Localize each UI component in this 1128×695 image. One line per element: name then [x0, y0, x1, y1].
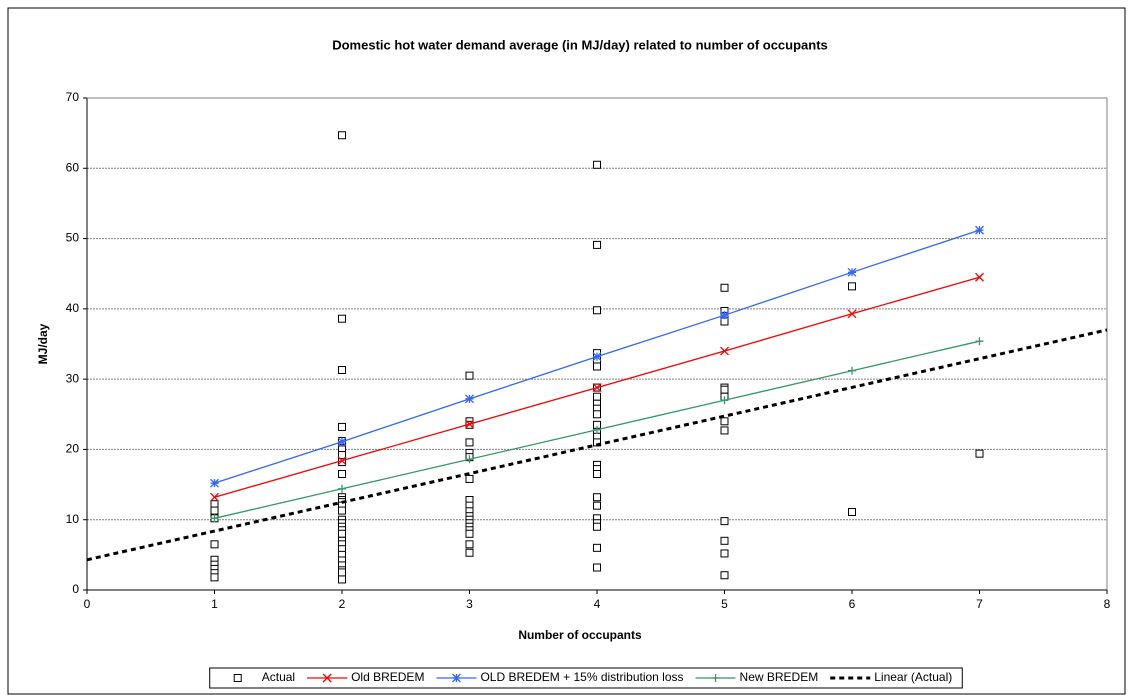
marker	[975, 449, 984, 458]
x-tick-label: 5	[721, 597, 728, 611]
legend-label: Old BREDEM	[351, 670, 424, 684]
marker	[210, 514, 219, 523]
marker	[338, 506, 346, 515]
marker	[210, 478, 219, 488]
marker	[975, 337, 984, 346]
marker	[465, 419, 474, 429]
y-tick-label: 10	[66, 512, 80, 526]
marker	[338, 575, 346, 584]
marker	[592, 383, 602, 393]
marker	[593, 362, 601, 371]
marker	[593, 522, 601, 531]
marker	[593, 240, 601, 249]
marker	[847, 309, 857, 319]
marker	[465, 548, 474, 557]
marker	[720, 426, 729, 435]
marker	[465, 394, 474, 404]
marker	[720, 310, 729, 320]
marker	[975, 225, 984, 235]
marker	[465, 540, 474, 549]
x-axis-title: Number of occupants	[518, 628, 642, 642]
y-tick-label: 40	[66, 301, 80, 315]
marker	[210, 573, 219, 582]
marker	[720, 396, 729, 405]
marker	[848, 282, 856, 291]
marker	[593, 543, 601, 552]
marker	[848, 366, 856, 375]
marker	[465, 438, 474, 447]
y-tick-label: 20	[66, 442, 80, 456]
marker	[593, 493, 601, 502]
marker	[720, 385, 729, 394]
marker	[593, 410, 601, 419]
marker	[338, 470, 346, 479]
marker	[720, 346, 729, 356]
marker	[593, 425, 601, 434]
legend-label: OLD BREDEM + 15% distribution loss	[480, 670, 683, 684]
legend-label: New BREDEM	[740, 670, 819, 684]
y-tick-label: 60	[66, 160, 80, 174]
marker	[338, 529, 346, 538]
legend-box	[209, 667, 963, 689]
marker	[338, 568, 346, 577]
marker	[593, 392, 601, 401]
x-tick-label: 6	[849, 597, 856, 611]
legend-marker	[322, 673, 332, 683]
marker	[592, 352, 602, 362]
marker	[210, 506, 219, 515]
marker	[975, 272, 984, 282]
marker	[465, 474, 474, 483]
marker	[338, 131, 346, 140]
marker	[338, 422, 346, 431]
legend-label: Linear (Actual)	[874, 670, 952, 684]
marker	[720, 283, 729, 292]
legend-marker	[711, 674, 720, 682]
marker	[593, 160, 601, 169]
y-tick-label: 30	[66, 371, 80, 385]
x-tick-label: 7	[976, 597, 983, 611]
legend: Actual Old BREDEM OLD BREDEM + 15% distrib…	[209, 667, 963, 689]
marker	[720, 417, 729, 426]
y-tick-label: 50	[66, 231, 80, 245]
marker	[847, 267, 857, 277]
x-tick-label: 8	[1104, 597, 1111, 611]
marker	[720, 571, 729, 580]
marker	[338, 484, 346, 493]
marker	[593, 306, 601, 315]
marker	[593, 563, 601, 572]
marker	[720, 549, 729, 558]
y-axis-title: MJ/day	[36, 323, 50, 364]
marker	[593, 470, 601, 479]
marker	[210, 492, 219, 502]
x-tick-label: 0	[84, 597, 91, 611]
marker	[338, 366, 346, 375]
marker	[337, 437, 347, 447]
marker	[465, 529, 474, 538]
x-tick-label: 3	[466, 597, 473, 611]
trend-line	[86, 328, 1108, 562]
legend-marker	[233, 674, 242, 682]
legend-label: Actual	[262, 670, 295, 684]
marker	[720, 536, 729, 545]
marker	[848, 507, 856, 516]
y-tick-label: 0	[72, 582, 79, 596]
marker	[720, 517, 729, 526]
marker	[465, 371, 474, 380]
x-tick-label: 1	[211, 597, 218, 611]
legend-marker	[451, 673, 461, 683]
marker	[210, 540, 219, 549]
chart-title: Domestic hot water demand average (in MJ…	[332, 37, 828, 52]
x-tick-label: 4	[594, 597, 601, 611]
marker	[465, 455, 474, 464]
marker	[337, 456, 347, 466]
x-tick-label: 2	[339, 597, 346, 611]
marker	[593, 501, 601, 510]
marker	[338, 314, 346, 323]
y-tick-label: 70	[66, 90, 80, 104]
